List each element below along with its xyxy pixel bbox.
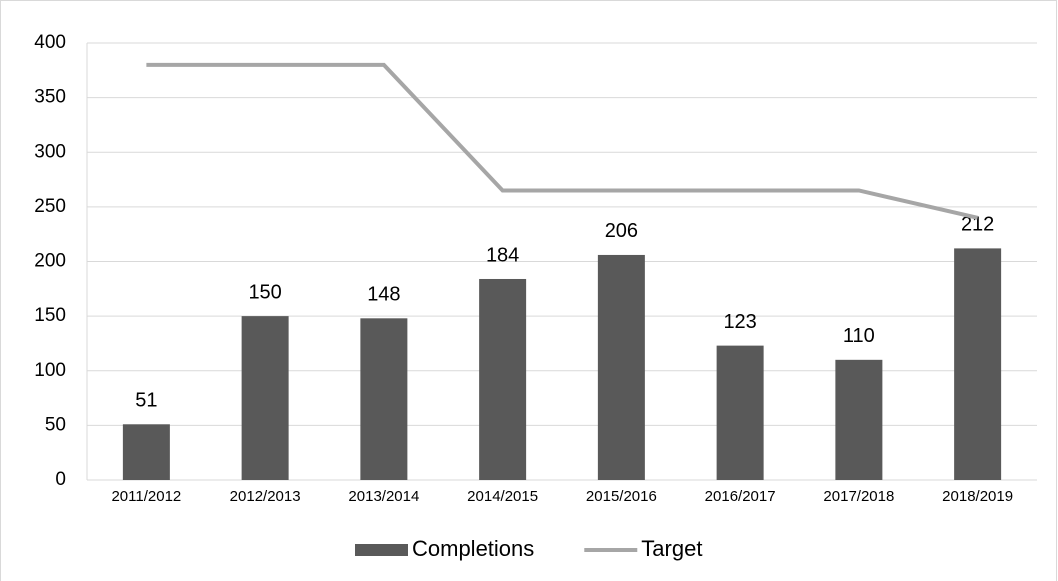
- bar: [597, 254, 645, 480]
- y-tick-label: 100: [34, 360, 66, 381]
- legend-label: Completions: [412, 536, 534, 561]
- data-label: 148: [367, 284, 400, 306]
- bar: [835, 359, 883, 480]
- bar: [360, 318, 408, 480]
- data-label: 212: [961, 214, 994, 236]
- line: [146, 62, 979, 220]
- data-label: 206: [605, 220, 638, 242]
- y-tick-label: 0: [55, 469, 66, 490]
- data-label: 110: [843, 325, 875, 347]
- x-tick-label: 2012/2013: [230, 488, 301, 505]
- bar: [479, 278, 527, 480]
- data-label: 51: [135, 390, 157, 412]
- bar: [241, 316, 289, 480]
- y-tick-label: 200: [34, 251, 66, 272]
- x-tick-label: 2011/2012: [111, 488, 181, 505]
- legend-swatch: [355, 544, 408, 556]
- data-label: 123: [723, 311, 756, 333]
- x-tick-label: 2017/2018: [823, 488, 894, 505]
- bar: [954, 248, 1002, 480]
- data-label: 150: [248, 281, 281, 303]
- bar: [122, 424, 170, 480]
- x-tick-label: 2013/2014: [348, 488, 419, 505]
- y-tick-label: 50: [45, 414, 66, 435]
- y-tick-label: 150: [34, 305, 66, 326]
- x-tick-label: 2015/2016: [586, 488, 657, 505]
- data-label: 184: [486, 244, 519, 266]
- bar: [716, 345, 764, 480]
- legend-label: Target: [641, 536, 702, 561]
- y-tick-label: 300: [34, 141, 66, 162]
- y-tick-label: 350: [34, 87, 66, 108]
- y-tick-label: 400: [34, 32, 66, 53]
- x-tick-label: 2016/2017: [705, 488, 776, 505]
- x-tick-label: 2018/2019: [942, 488, 1013, 505]
- y-tick-label: 250: [34, 196, 66, 217]
- x-tick-label: 2014/2015: [467, 488, 538, 505]
